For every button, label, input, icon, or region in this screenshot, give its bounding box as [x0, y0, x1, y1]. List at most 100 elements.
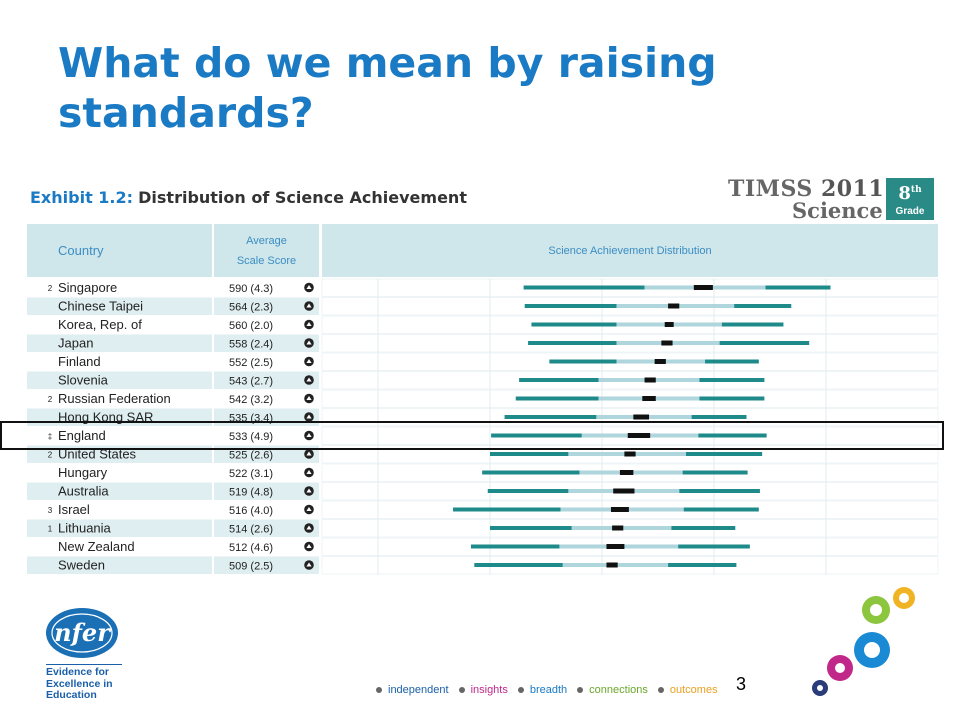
bar-p5-p25	[528, 341, 617, 345]
up-arrow-glyph	[306, 544, 312, 548]
row-country-bg	[27, 390, 212, 408]
row-score: 525 (2.6)	[229, 450, 273, 462]
footer-item-outcomes: outcomes	[657, 684, 718, 696]
row-score: 512 (4.6)	[229, 542, 273, 554]
bar-p75-p95	[671, 526, 736, 530]
row-note: ‡	[48, 432, 52, 441]
row-score: 542 (3.2)	[229, 394, 273, 406]
header-dist-bg	[322, 224, 938, 277]
row-note: 1	[48, 525, 53, 534]
timss-logo: TIMSS 2011 Science 8th Grade	[724, 176, 938, 223]
footer-item-breadth: breadth	[517, 684, 567, 696]
row-country-bg	[27, 279, 212, 297]
up-arrow-glyph	[306, 285, 312, 289]
bar-confidence	[661, 340, 673, 346]
exhibit-text: Distribution of Science Achievement	[138, 188, 467, 207]
row-score-bg	[214, 390, 319, 408]
row-country-bg	[27, 297, 212, 315]
row-note: 2	[48, 284, 53, 293]
header-score-line1: Average	[246, 235, 287, 247]
row-score-bg	[214, 538, 319, 556]
bar-p75-p95	[686, 452, 763, 456]
bar-p5-p25	[470, 544, 560, 549]
bar-confidence	[693, 285, 713, 290]
science-achievement-chart: Country Average Scale Score Science Achieve…	[27, 224, 939, 575]
gear-icon-green	[862, 596, 890, 624]
up-arrow-glyph	[306, 525, 312, 530]
up-arrow-glyph	[306, 303, 312, 308]
page-number: 3	[736, 674, 747, 694]
row-score-bg	[214, 279, 319, 297]
bar-p75-p95	[691, 415, 747, 419]
row-score-bg	[214, 501, 319, 519]
bar-p75-p95	[719, 341, 810, 345]
up-arrow-glyph	[306, 414, 312, 419]
row-score-bg	[214, 353, 319, 371]
bar-p5-p25	[474, 563, 563, 567]
row-score-bg	[214, 482, 319, 500]
row-country-bg	[27, 501, 212, 519]
footer-item-independent: independent	[376, 684, 449, 696]
bar-p75-p95	[668, 563, 737, 567]
bar-p5-p25	[519, 378, 599, 382]
bar-p5-p25	[549, 359, 617, 364]
gear-icon-pink	[827, 655, 853, 681]
bar-p75-p95	[765, 285, 831, 290]
up-arrow-glyph	[306, 359, 312, 363]
header-country-bg	[27, 224, 212, 277]
row-country: Singapore	[58, 280, 117, 295]
bar-p5-p25	[523, 285, 645, 290]
row-score: 543 (2.7)	[229, 376, 273, 388]
bar-confidence	[606, 544, 625, 549]
row-score: 509 (2.5)	[229, 561, 273, 573]
row-country-bg	[27, 519, 212, 537]
up-arrow-glyph	[306, 488, 312, 493]
nfer-tagline: Evidence for Excellence in Education	[46, 664, 122, 702]
bar-p75-p95	[699, 396, 765, 401]
row-score-bg	[214, 427, 319, 445]
up-arrow-glyph	[306, 451, 312, 456]
bar-confidence	[606, 562, 618, 568]
gear-icon-yellow	[893, 587, 915, 609]
slide-title: What do we mean by raising standards?	[58, 39, 717, 137]
row-score: 533 (4.9)	[229, 431, 273, 443]
timss-subject: Science	[792, 198, 883, 223]
bar-p5-p25	[453, 507, 561, 512]
row-country: Hong Kong SAR	[58, 410, 153, 425]
header-distribution: Science Achievement Distribution	[548, 245, 711, 257]
row-score: 558 (2.4)	[229, 339, 273, 351]
row-country: Lithuania	[58, 521, 112, 536]
bar-p75-p95	[679, 489, 760, 493]
footer-item-connections: connections	[577, 684, 648, 696]
row-score: 522 (3.1)	[229, 468, 273, 480]
bar-p5-p25	[490, 526, 572, 530]
gear-icon-blue	[854, 632, 890, 668]
row-country-bg	[27, 316, 212, 334]
header-score-line2: Scale Score	[237, 255, 296, 267]
bar-confidence	[644, 377, 656, 383]
bar-p5-p25	[504, 415, 597, 419]
bar-confidence	[624, 451, 636, 457]
bar-p5-p25	[515, 396, 599, 401]
row-country-bg	[27, 556, 212, 574]
row-score-bg	[214, 464, 319, 482]
row-score-bg	[214, 334, 319, 352]
row-country: Hungary	[58, 465, 108, 480]
row-score-bg	[214, 556, 319, 574]
bar-confidence	[654, 359, 666, 364]
bar-p75-p95	[734, 304, 792, 308]
gears-decoration	[812, 587, 915, 696]
row-score: 560 (2.0)	[229, 320, 273, 332]
bar-confidence	[619, 470, 634, 475]
row-country: New Zealand	[58, 539, 135, 554]
bar-p5-p25	[524, 304, 617, 308]
bar-p75-p95	[699, 378, 765, 382]
row-country: United States	[58, 447, 137, 462]
up-arrow-glyph	[306, 507, 312, 511]
bar-p75-p95	[698, 433, 767, 438]
row-country-bg	[27, 427, 212, 445]
footer-values: independent insights breadth connections…	[376, 684, 718, 696]
row-score: 514 (2.6)	[229, 524, 273, 536]
row-note: 3	[48, 506, 53, 515]
row-country-bg	[27, 482, 212, 500]
